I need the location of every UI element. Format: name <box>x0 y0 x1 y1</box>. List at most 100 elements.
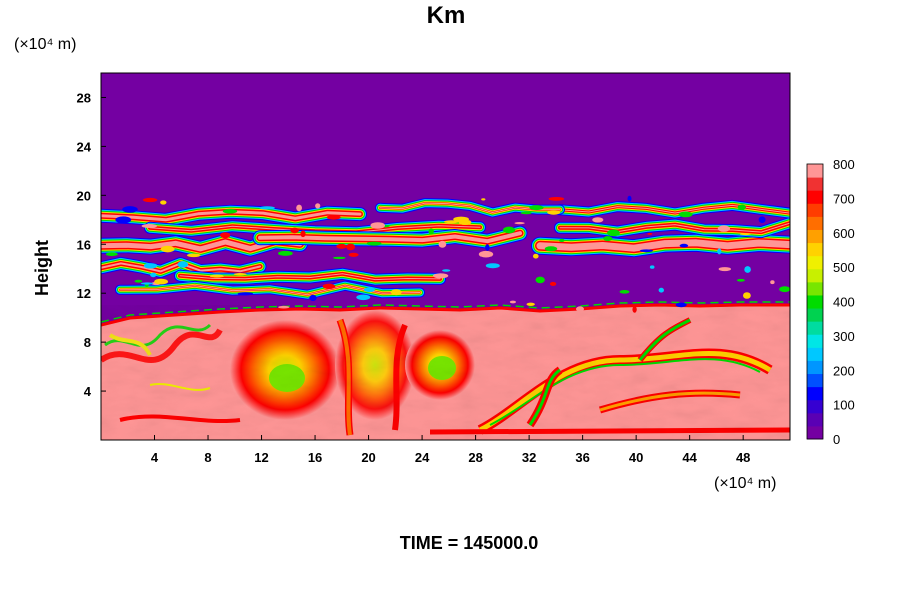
speckle <box>290 227 299 234</box>
speckle <box>122 206 138 213</box>
speckle <box>370 222 386 229</box>
speckle <box>442 269 451 272</box>
speckle <box>154 278 169 285</box>
speckle <box>356 294 371 301</box>
x-axis: 4 8 12 16 20 24 28 32 36 40 44 48 <box>151 435 750 465</box>
speckle <box>150 272 157 278</box>
shear-streak <box>179 273 441 281</box>
x-tick-label: 20 <box>361 450 375 465</box>
speckle <box>639 249 654 253</box>
speckle <box>209 274 225 278</box>
speckle <box>481 198 486 201</box>
speckle <box>737 204 746 210</box>
colorbar-tick-label: 800 <box>833 157 855 172</box>
speckle <box>718 267 731 272</box>
y-tick-label: 4 <box>84 384 92 399</box>
speckle <box>390 289 402 296</box>
speckle <box>627 195 632 202</box>
speckle <box>509 300 516 304</box>
y-tick-label: 16 <box>77 237 91 252</box>
speckle <box>739 233 752 236</box>
speckle <box>140 282 154 285</box>
shear-streak <box>559 204 790 214</box>
speckle <box>717 248 722 255</box>
speckle <box>607 229 620 237</box>
colorbar-tick-label: 400 <box>833 295 855 310</box>
speckle <box>143 263 158 269</box>
speckle <box>336 243 347 249</box>
contour-field <box>101 73 790 440</box>
speckle <box>453 216 469 222</box>
speckle <box>296 204 302 212</box>
speckle <box>485 263 500 269</box>
y-axis-label: Height <box>32 240 52 296</box>
speckle <box>619 290 630 294</box>
colorbar-swatch <box>807 308 823 322</box>
x-tick-label: 40 <box>629 450 643 465</box>
speckle <box>592 217 604 223</box>
colorbar-tick-label: 100 <box>833 398 855 413</box>
x-tick-label: 12 <box>254 450 268 465</box>
speckle <box>485 244 490 251</box>
x-tick-label: 16 <box>308 450 322 465</box>
chart-title: Km <box>427 2 466 29</box>
speckle <box>535 276 545 284</box>
colorbar-swatch <box>807 190 823 204</box>
time-label: TIME = 145000.0 <box>400 533 539 553</box>
y-tick-label: 24 <box>77 139 92 154</box>
speckle <box>142 197 158 203</box>
y-tick-label: 12 <box>77 286 91 301</box>
x-tick-label: 32 <box>522 450 536 465</box>
speckle <box>514 222 525 225</box>
speckle <box>444 220 459 224</box>
colorbar-swatch <box>807 334 823 348</box>
speckle <box>300 230 306 238</box>
speckle <box>346 243 356 251</box>
speckle <box>736 278 745 282</box>
speckle <box>658 287 664 293</box>
speckle <box>548 197 565 201</box>
colorbar-swatch <box>807 242 823 257</box>
lower-edge-band-green <box>101 301 790 323</box>
shear-streak <box>559 222 790 233</box>
speckle <box>233 273 247 276</box>
shear-streak <box>379 202 561 213</box>
speckle <box>222 209 238 214</box>
colorbar-swatch <box>807 294 823 309</box>
speckle <box>309 294 317 301</box>
speckle <box>428 228 434 235</box>
speckle <box>141 224 158 228</box>
colorbar-swatch <box>807 321 823 335</box>
speckle <box>333 256 346 260</box>
colorbar-swatch <box>807 216 823 230</box>
x-tick-label: 4 <box>151 450 159 465</box>
colorbar-swatch <box>807 229 823 244</box>
y-tick-label: 28 <box>77 90 91 105</box>
colorbar-swatch <box>807 399 823 414</box>
speckle <box>744 266 751 273</box>
speckle <box>758 216 766 223</box>
speckle <box>315 203 321 209</box>
speckle <box>770 280 775 285</box>
y-axis: 4 8 12 16 20 24 28 <box>77 90 106 399</box>
speckle <box>237 292 254 296</box>
speckle <box>559 238 565 242</box>
y-tick-label: 8 <box>84 335 91 350</box>
speckle <box>743 292 751 299</box>
speckle <box>160 245 175 253</box>
speckle <box>779 286 790 293</box>
colorbar-tick-label: 0 <box>833 432 840 447</box>
texture-overlay-lower <box>101 305 790 440</box>
colorbar-swatch <box>807 268 823 283</box>
speckle <box>547 210 561 215</box>
speckle <box>366 241 382 246</box>
colorbar-swatch <box>807 255 823 270</box>
speckle <box>322 283 336 289</box>
speckle <box>679 243 689 248</box>
speckle <box>603 236 613 242</box>
speckle <box>326 215 341 220</box>
x-tick-label: 48 <box>736 450 750 465</box>
colorbar-swatch <box>807 347 823 361</box>
speckle <box>187 253 201 258</box>
